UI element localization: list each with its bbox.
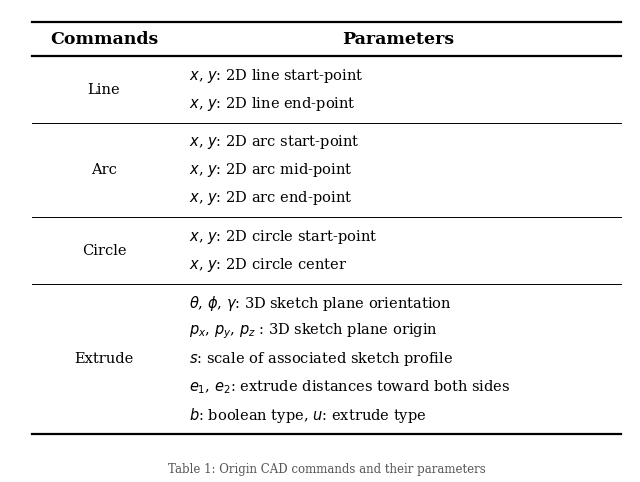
Text: Line: Line	[88, 82, 120, 97]
Text: Commands: Commands	[50, 30, 158, 48]
Text: $b$: boolean type, $u$: extrude type: $b$: boolean type, $u$: extrude type	[189, 405, 426, 425]
Text: $p_x$, $p_y$, $p_z$ : 3D sketch plane origin: $p_x$, $p_y$, $p_z$ : 3D sketch plane or…	[189, 321, 438, 341]
Text: $x$, $y$: 2D line start-point: $x$, $y$: 2D line start-point	[189, 67, 363, 85]
Text: $x$, $y$: 2D arc end-point: $x$, $y$: 2D arc end-point	[189, 189, 352, 207]
Text: $s$: scale of associated sketch profile: $s$: scale of associated sketch profile	[189, 350, 453, 368]
Text: Parameters: Parameters	[342, 30, 454, 48]
Text: $e_1$, $e_2$: extrude distances toward both sides: $e_1$, $e_2$: extrude distances toward b…	[189, 378, 510, 396]
Text: Table 1: Origin CAD commands and their parameters: Table 1: Origin CAD commands and their p…	[168, 464, 485, 476]
Text: $x$, $y$: 2D circle center: $x$, $y$: 2D circle center	[189, 255, 347, 274]
Text: $x$, $y$: 2D arc start-point: $x$, $y$: 2D arc start-point	[189, 133, 360, 151]
Text: $x$, $y$: 2D line end-point: $x$, $y$: 2D line end-point	[189, 94, 355, 113]
Text: $x$, $y$: 2D circle start-point: $x$, $y$: 2D circle start-point	[189, 228, 377, 246]
Text: $x$, $y$: 2D arc mid-point: $x$, $y$: 2D arc mid-point	[189, 161, 353, 179]
Text: Arc: Arc	[91, 163, 117, 177]
Text: Circle: Circle	[82, 243, 126, 258]
Text: $\theta$, $\phi$, $\gamma$: 3D sketch plane orientation: $\theta$, $\phi$, $\gamma$: 3D sketch pl…	[189, 294, 451, 313]
Text: Extrude: Extrude	[74, 352, 134, 366]
